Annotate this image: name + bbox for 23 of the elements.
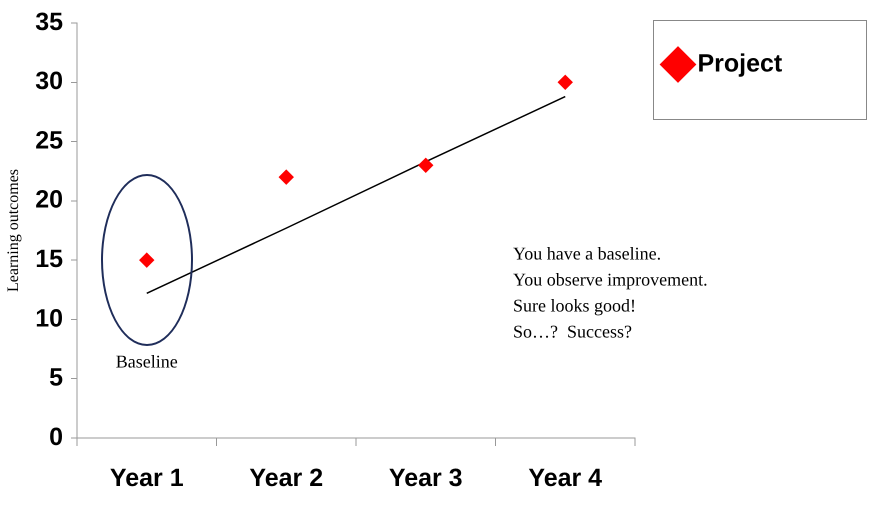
y-tick-label: 10	[35, 304, 64, 332]
y-tick-label: 5	[49, 364, 64, 392]
x-tick-label: Year 1	[110, 464, 184, 492]
point	[418, 158, 434, 173]
x-tick-label: Year 4	[528, 464, 602, 492]
legend-label: Project	[698, 49, 783, 78]
point	[558, 74, 573, 90]
y-tick-label: 15	[35, 245, 64, 274]
point	[278, 170, 294, 185]
y-tick-label: 25	[35, 126, 64, 154]
annotation: Baseline	[116, 352, 178, 372]
annotation: Sure looks good!	[513, 296, 636, 316]
x-tick-label: Year 2	[249, 464, 324, 492]
y-tick-label: 30	[35, 67, 64, 96]
annotation: So…? Success?	[513, 322, 632, 342]
y-tick-label: 0	[49, 422, 64, 451]
annotation: You observe improvement.	[513, 270, 708, 290]
point	[139, 252, 154, 268]
y-tick-label: 20	[35, 186, 64, 214]
y-axis-title: Learning outcomes	[4, 168, 22, 292]
y-tick-label: 35	[35, 8, 64, 36]
x-tick-label: Year 3	[388, 464, 463, 492]
annotation: You have a baseline.	[513, 244, 662, 264]
